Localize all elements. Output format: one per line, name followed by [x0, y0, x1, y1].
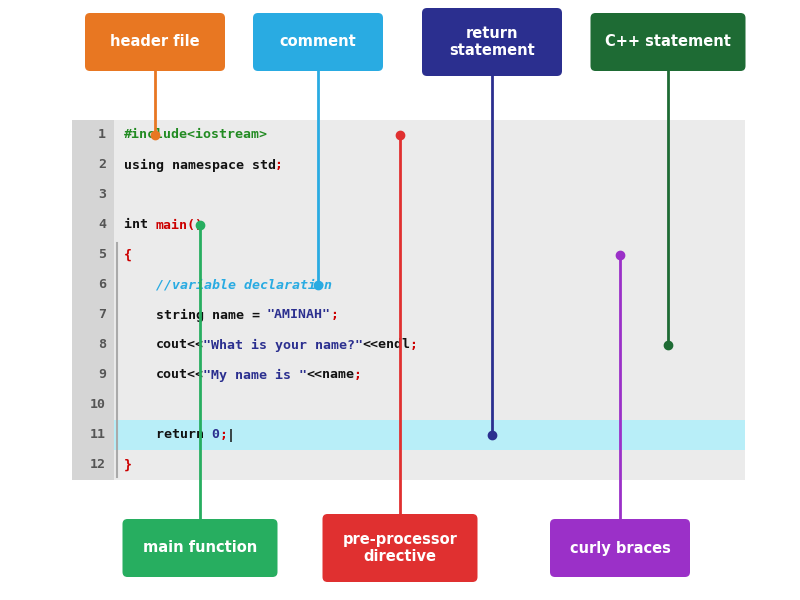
Text: {: {	[124, 248, 132, 262]
FancyBboxPatch shape	[253, 13, 383, 71]
Text: #include<iostream>: #include<iostream>	[124, 128, 268, 142]
Text: int: int	[124, 218, 156, 232]
Text: 11: 11	[90, 428, 106, 442]
Text: 12: 12	[90, 458, 106, 472]
Text: 5: 5	[98, 248, 106, 262]
Text: 7: 7	[98, 308, 106, 322]
FancyBboxPatch shape	[114, 420, 745, 450]
FancyBboxPatch shape	[122, 519, 278, 577]
Text: ;: ;	[274, 158, 282, 172]
Text: return: return	[156, 428, 212, 442]
Text: string name =: string name =	[156, 308, 268, 322]
FancyBboxPatch shape	[550, 519, 690, 577]
FancyBboxPatch shape	[322, 514, 478, 582]
Text: 9: 9	[98, 368, 106, 382]
Text: 3: 3	[98, 188, 106, 202]
Text: cout<<: cout<<	[156, 338, 204, 352]
FancyBboxPatch shape	[72, 120, 745, 480]
Text: <<name: <<name	[306, 368, 354, 382]
Text: 1: 1	[98, 128, 106, 142]
FancyBboxPatch shape	[72, 120, 114, 480]
Text: "AMINAH": "AMINAH"	[266, 308, 330, 322]
FancyBboxPatch shape	[422, 8, 562, 76]
Text: 8: 8	[98, 338, 106, 352]
Text: comment: comment	[280, 34, 356, 49]
Text: //variable declaration: //variable declaration	[156, 278, 332, 292]
Text: header file: header file	[110, 34, 200, 49]
Text: using namespace std: using namespace std	[124, 158, 276, 172]
Text: curly braces: curly braces	[570, 541, 670, 556]
Text: 2: 2	[98, 158, 106, 172]
Text: return
statement: return statement	[449, 26, 535, 58]
Text: ;: ;	[354, 368, 362, 382]
Text: main(): main()	[156, 218, 204, 232]
Text: C++ statement: C++ statement	[605, 34, 731, 49]
Text: |: |	[227, 428, 235, 442]
Text: ;: ;	[330, 308, 338, 322]
Text: ;: ;	[219, 428, 227, 442]
Text: 0: 0	[211, 428, 219, 442]
Text: }: }	[124, 458, 132, 472]
Text: "My name is ": "My name is "	[203, 368, 307, 382]
FancyBboxPatch shape	[590, 13, 746, 71]
Text: 10: 10	[90, 398, 106, 412]
Text: "What is your name?": "What is your name?"	[203, 338, 363, 352]
Text: main function: main function	[143, 541, 257, 556]
FancyBboxPatch shape	[85, 13, 225, 71]
Text: cout<<: cout<<	[156, 368, 204, 382]
Text: pre-processor
directive: pre-processor directive	[342, 532, 458, 564]
Text: ;: ;	[410, 338, 418, 352]
Text: <<endl: <<endl	[362, 338, 410, 352]
Text: 6: 6	[98, 278, 106, 292]
Text: 4: 4	[98, 218, 106, 232]
